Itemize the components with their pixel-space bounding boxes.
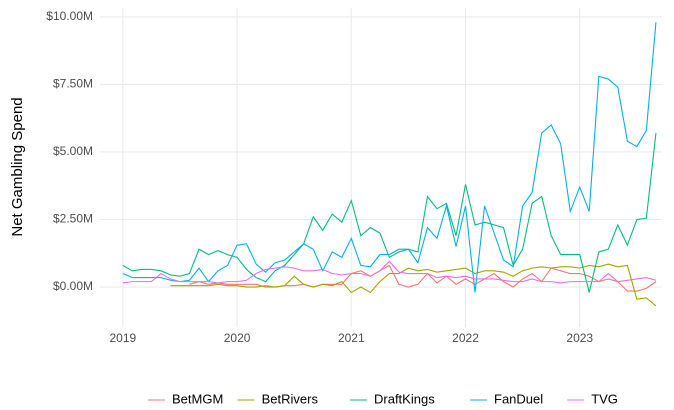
x-tick-label: 2021 [338,331,365,345]
legend-label: BetRivers [262,391,319,406]
y-tick-label: $0.00M [53,279,93,293]
series-line [170,263,657,307]
series-line [122,260,657,284]
y-tick-label: $10.00M [46,9,93,23]
y-axis-title: Net Gambling Spend [9,97,26,236]
y-tick-label: $2.50M [53,212,93,226]
legend-label: DraftKings [374,391,435,406]
legend-label: BetMGM [172,391,223,406]
series-line [122,132,657,293]
series-line [189,264,657,292]
y-tick-label: $5.00M [53,144,93,158]
x-tick-label: 2023 [566,331,593,345]
legend-label: FanDuel [494,391,543,406]
legend-label: TVG [591,391,618,406]
series-line [122,22,657,293]
x-tick-label: 2022 [452,331,479,345]
x-tick-label: 2020 [224,331,251,345]
grid [100,8,662,327]
x-tick-label: 2019 [109,331,136,345]
y-tick-label: $7.50M [53,77,93,91]
